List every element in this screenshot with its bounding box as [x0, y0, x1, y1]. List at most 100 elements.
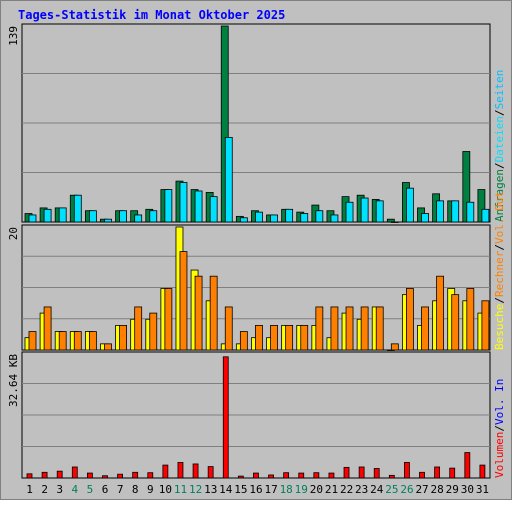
- bar-rechner-day-15: [239, 331, 248, 351]
- bar-volumen-day-21: [328, 472, 335, 479]
- x-tick-label-day-20: 20: [310, 483, 323, 496]
- bar-rechner-day-19: [300, 324, 309, 351]
- bar-volumen-day-16: [253, 472, 259, 479]
- bar-rechner-day-26: [406, 288, 414, 351]
- bar-anfragen-day-14: [220, 25, 229, 223]
- bar-volumen-day-20: [313, 472, 320, 479]
- bar-volumen-day-28: [434, 466, 441, 479]
- bar-volumen-day-23: [358, 466, 365, 479]
- y-max-label: 139: [7, 26, 20, 46]
- bar-volumen-day-12: [192, 463, 199, 479]
- legend-entry: Dateien: [493, 116, 506, 162]
- bar-volumen-day-13: [207, 466, 214, 479]
- bar-volumen-day-2: [41, 471, 48, 479]
- bar-volumen-day-24: [373, 468, 380, 479]
- bar-rechner-day-16: [255, 324, 263, 351]
- bar-volumen-day-15: [237, 475, 244, 479]
- bar-dateien-day-2: [43, 208, 52, 223]
- bar-rechner-day-30: [466, 288, 475, 351]
- bar-volumen-day-19: [298, 472, 305, 479]
- bar-rechner-day-14: [224, 306, 233, 351]
- bar-rechner-day-24: [375, 306, 384, 351]
- bar-rechner-day-25: [390, 343, 399, 351]
- bar-volumen-day-9: [147, 472, 154, 479]
- bar-rechner-day-22: [345, 306, 354, 351]
- panel-volume: 32.64 KB Volumen/Vol. In: [7, 351, 506, 479]
- bar-volumen-day-6: [102, 475, 108, 479]
- bar-anfragen-day-31: [477, 189, 486, 223]
- x-tick-label-day-3: 3: [56, 483, 63, 496]
- x-tick-label-day-9: 9: [147, 483, 154, 496]
- bar-rechner-day-7: [119, 324, 127, 351]
- bar-dateien-day-18: [285, 208, 294, 223]
- bar-volumen-day-18: [283, 472, 290, 479]
- x-axis-day-labels: 1 2 3 4 5 6 7 8 9 10 11 12 13 14 15 16 17 18 19 20 21 22 23 24 2…: [26, 483, 489, 496]
- bar-rechner-day-27: [421, 306, 429, 351]
- bar-volumen-day-7: [117, 473, 123, 479]
- x-tick-label-day-11: 11: [174, 483, 187, 496]
- x-tick-label-day-26: 26: [400, 483, 413, 496]
- legend-separator: /: [493, 162, 506, 169]
- bar-rechner-day-10: [164, 288, 173, 351]
- y-max-label: 32.64 KB: [7, 354, 20, 407]
- x-tick-label-day-24: 24: [370, 483, 384, 496]
- bar-rechner-day-1: [28, 331, 37, 351]
- x-tick-label-day-28: 28: [431, 483, 444, 496]
- legend-entry: Rechner: [493, 250, 506, 297]
- legend-separator: /: [493, 297, 506, 304]
- bar-dateien-day-21: [330, 214, 339, 223]
- x-tick-label-day-31: 31: [476, 483, 489, 496]
- x-tick-label-day-22: 22: [340, 483, 353, 496]
- bar-rechner-day-17: [270, 324, 278, 351]
- legend-entry: Anfragen: [493, 169, 506, 222]
- bar-volumen-day-22: [343, 466, 350, 479]
- bar-dateien-day-8: [134, 214, 143, 223]
- right-legend: Besuche/Rechner/Vol. Out: [493, 191, 506, 350]
- bar-anfragen-day-30: [462, 151, 471, 223]
- x-tick-label-day-5: 5: [87, 483, 94, 496]
- bar-volumen-day-25: [388, 474, 395, 479]
- bar-rechner-day-6: [104, 343, 112, 351]
- x-tick-label-day-14: 14: [219, 483, 233, 496]
- bar-anfragen-day-25: [386, 218, 395, 223]
- x-tick-label-day-1: 1: [26, 483, 33, 496]
- bar-rechner-day-31: [481, 300, 490, 351]
- bar-dateien-day-15: [239, 217, 248, 223]
- x-tick-label-day-29: 29: [446, 483, 459, 496]
- legend-separator: /: [493, 425, 506, 432]
- right-legend: Volumen/Vol. In: [493, 379, 506, 478]
- x-tick-label-day-21: 21: [325, 483, 338, 496]
- bar-rechner-day-13: [209, 275, 218, 351]
- legend-entry: Vol. In: [493, 379, 506, 425]
- bar-rechner-day-5: [88, 331, 97, 351]
- bar-dateien-day-17: [270, 214, 278, 223]
- bar-rechner-day-11: [179, 251, 188, 351]
- bar-volumen-day-29: [449, 467, 456, 479]
- bar-rechner-day-4: [73, 331, 82, 351]
- bar-dateien-day-12: [194, 190, 203, 223]
- x-tick-label-day-17: 17: [264, 483, 277, 496]
- bar-dateien-day-26: [406, 187, 414, 223]
- bar-dateien-day-14: [224, 136, 233, 223]
- bar-dateien-day-22: [345, 201, 354, 223]
- bar-dateien-day-25: [390, 221, 399, 223]
- x-tick-label-day-18: 18: [280, 483, 293, 496]
- x-tick-label-day-19: 19: [295, 483, 308, 496]
- x-tick-label-day-6: 6: [102, 483, 109, 496]
- legend-entry: Seiten: [493, 70, 506, 110]
- bar-dateien-day-30: [466, 201, 475, 223]
- bar-volumen-day-4: [71, 466, 78, 479]
- bar-dateien-day-7: [119, 210, 127, 223]
- x-tick-label-day-30: 30: [461, 483, 474, 496]
- bar-volumen-day-17: [268, 474, 274, 479]
- bar-dateien-day-31: [481, 208, 490, 223]
- bar-dateien-day-24: [375, 200, 384, 223]
- bar-rechner-day-21: [330, 306, 339, 351]
- legend-entry: Volumen: [493, 432, 506, 478]
- legend-separator: /: [493, 109, 506, 116]
- bar-rechner-day-12: [194, 275, 203, 351]
- legend-entry: Vol. Out: [493, 191, 506, 244]
